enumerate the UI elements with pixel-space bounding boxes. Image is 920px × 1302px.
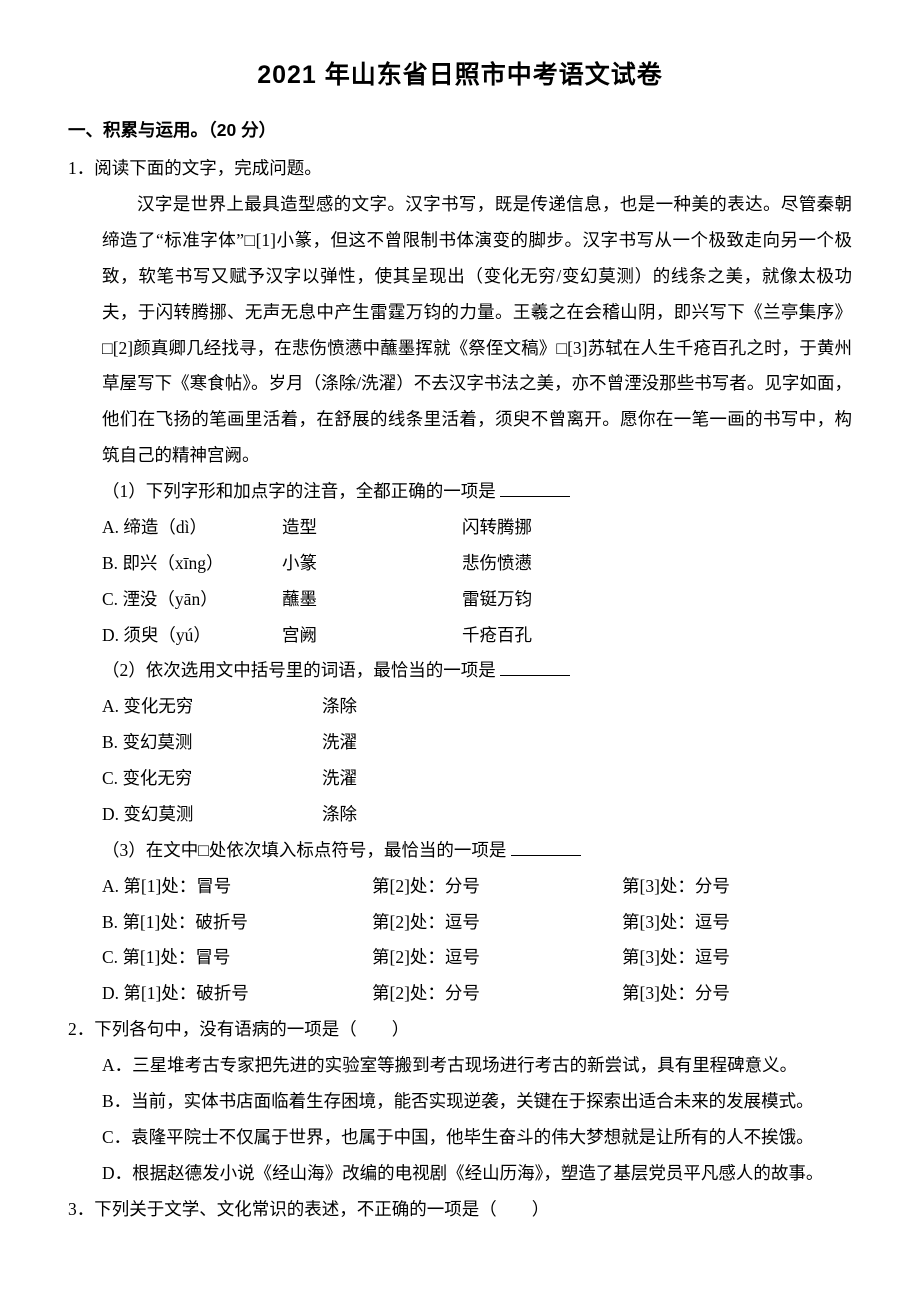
opt-col3: 千疮百孔 <box>462 618 852 654</box>
opt-label: C. <box>102 589 118 609</box>
opt-p1: 第[1]处：破折号 <box>123 983 248 1003</box>
opt-label: B. <box>102 912 118 932</box>
opt-col2: 蘸墨 <box>282 582 462 618</box>
opt-col2: 洗濯 <box>322 761 852 797</box>
q1-sub2-option-d: D. 变幻莫测 涤除 <box>102 797 852 833</box>
opt-p3: 第[3]处：分号 <box>622 976 852 1012</box>
q2-stem: 2．下列各句中，没有语病的一项是（ ） <box>68 1012 852 1048</box>
section-1-heading: 一、积累与运用。（20 分） <box>68 113 852 149</box>
opt-col3: 闪转腾挪 <box>462 510 852 546</box>
q1-stem: 1．阅读下面的文字，完成问题。 <box>68 151 852 187</box>
opt-col2: 造型 <box>282 510 462 546</box>
opt-label: D. <box>102 804 119 824</box>
opt-p1: 第[1]处：冒号 <box>122 947 230 967</box>
q2-option-b: B．当前，实体书店面临着生存困境，能否实现逆袭，关键在于探索出适合未来的发展模式… <box>102 1084 852 1120</box>
opt-label: B. <box>102 732 118 752</box>
opt-p1: 第[1]处：冒号 <box>123 876 231 896</box>
q1-sub2-text: （2）依次选用文中括号里的词语，最恰当的一项是 <box>102 660 496 680</box>
opt-p2: 第[2]处：分号 <box>372 869 622 905</box>
q1-sub1-option-c: C. 湮没（yān） 蘸墨 雷铤万钧 <box>102 582 852 618</box>
opt-col1: 缔造（dì） <box>123 517 207 537</box>
opt-p2: 第[2]处：逗号 <box>372 905 622 941</box>
opt-label: C. <box>102 947 118 967</box>
q1-sub2-stem: （2）依次选用文中括号里的词语，最恰当的一项是 <box>102 653 852 689</box>
q1-sub1-stem: （1）下列字形和加点字的注音，全都正确的一项是 <box>102 474 852 510</box>
opt-col1: 须臾（yú） <box>123 625 211 645</box>
opt-p1: 第[1]处：破折号 <box>122 912 247 932</box>
q1-sub3-option-a: A. 第[1]处：冒号 第[2]处：分号 第[3]处：分号 <box>102 869 852 905</box>
opt-col1: 变幻莫测 <box>123 804 193 824</box>
q1-sub3-text: （3）在文中□处依次填入标点符号，最恰当的一项是 <box>102 840 506 860</box>
opt-col1: 变化无穷 <box>122 768 192 788</box>
q1-sub2-option-b: B. 变幻莫测 洗濯 <box>102 725 852 761</box>
opt-col1: 变幻莫测 <box>122 732 192 752</box>
blank-line <box>500 479 570 498</box>
opt-label: A. <box>102 696 119 716</box>
opt-col2: 涤除 <box>322 797 852 833</box>
opt-p3: 第[3]处：分号 <box>622 869 852 905</box>
exam-title: 2021 年山东省日照市中考语文试卷 <box>68 50 852 101</box>
blank-line <box>511 837 581 856</box>
q1-sub2-option-a: A. 变化无穷 涤除 <box>102 689 852 725</box>
q1-sub3-stem: （3）在文中□处依次填入标点符号，最恰当的一项是 <box>102 833 852 869</box>
opt-p3: 第[3]处：逗号 <box>622 940 852 976</box>
q2-option-c: C．袁隆平院士不仅属于世界，也属于中国，他毕生奋斗的伟大梦想就是让所有的人不挨饿… <box>102 1120 852 1156</box>
opt-label: D. <box>102 983 119 1003</box>
opt-label: A. <box>102 517 119 537</box>
blank-line <box>500 658 570 677</box>
opt-label: A. <box>102 876 119 896</box>
opt-col2: 宫阙 <box>282 618 462 654</box>
q1-sub1-option-b: B. 即兴（xīng） 小篆 悲伤愤懑 <box>102 546 852 582</box>
opt-p2: 第[2]处：分号 <box>372 976 622 1012</box>
q2-option-a: A．三星堆考古专家把先进的实验室等搬到考古现场进行考古的新尝试，具有里程碑意义。 <box>102 1048 852 1084</box>
opt-p3: 第[3]处：逗号 <box>622 905 852 941</box>
q1-sub1-text: （1）下列字形和加点字的注音，全都正确的一项是 <box>102 481 496 501</box>
opt-label: C. <box>102 768 118 788</box>
q1-passage: 汉字是世界上最具造型感的文字。汉字书写，既是传递信息，也是一种美的表达。尽管秦朝… <box>102 187 852 474</box>
opt-label: D. <box>102 625 119 645</box>
opt-col3: 悲伤愤懑 <box>462 546 852 582</box>
opt-col1: 变化无穷 <box>123 696 193 716</box>
exam-page: 2021 年山东省日照市中考语文试卷 一、积累与运用。（20 分） 1．阅读下面… <box>0 0 920 1302</box>
opt-col2: 涤除 <box>322 689 852 725</box>
opt-col1: 湮没（yān） <box>122 589 217 609</box>
opt-col1: 即兴（xīng） <box>122 553 223 573</box>
opt-p2: 第[2]处：逗号 <box>372 940 622 976</box>
q1-sub1-option-a: A. 缔造（dì） 造型 闪转腾挪 <box>102 510 852 546</box>
opt-col3: 雷铤万钧 <box>462 582 852 618</box>
q1-sub3-option-c: C. 第[1]处：冒号 第[2]处：逗号 第[3]处：逗号 <box>102 940 852 976</box>
opt-label: B. <box>102 553 118 573</box>
q1-sub2-option-c: C. 变化无穷 洗濯 <box>102 761 852 797</box>
opt-col2: 小篆 <box>282 546 462 582</box>
q1-sub3-option-d: D. 第[1]处：破折号 第[2]处：分号 第[3]处：分号 <box>102 976 852 1012</box>
q2-option-d: D．根据赵德发小说《经山海》改编的电视剧《经山历海》，塑造了基层党员平凡感人的故… <box>102 1156 852 1192</box>
q1-sub3-option-b: B. 第[1]处：破折号 第[2]处：逗号 第[3]处：逗号 <box>102 905 852 941</box>
q1-sub1-option-d: D. 须臾（yú） 宫阙 千疮百孔 <box>102 618 852 654</box>
opt-col2: 洗濯 <box>322 725 852 761</box>
q3-stem: 3．下列关于文学、文化常识的表述，不正确的一项是（ ） <box>68 1192 852 1228</box>
